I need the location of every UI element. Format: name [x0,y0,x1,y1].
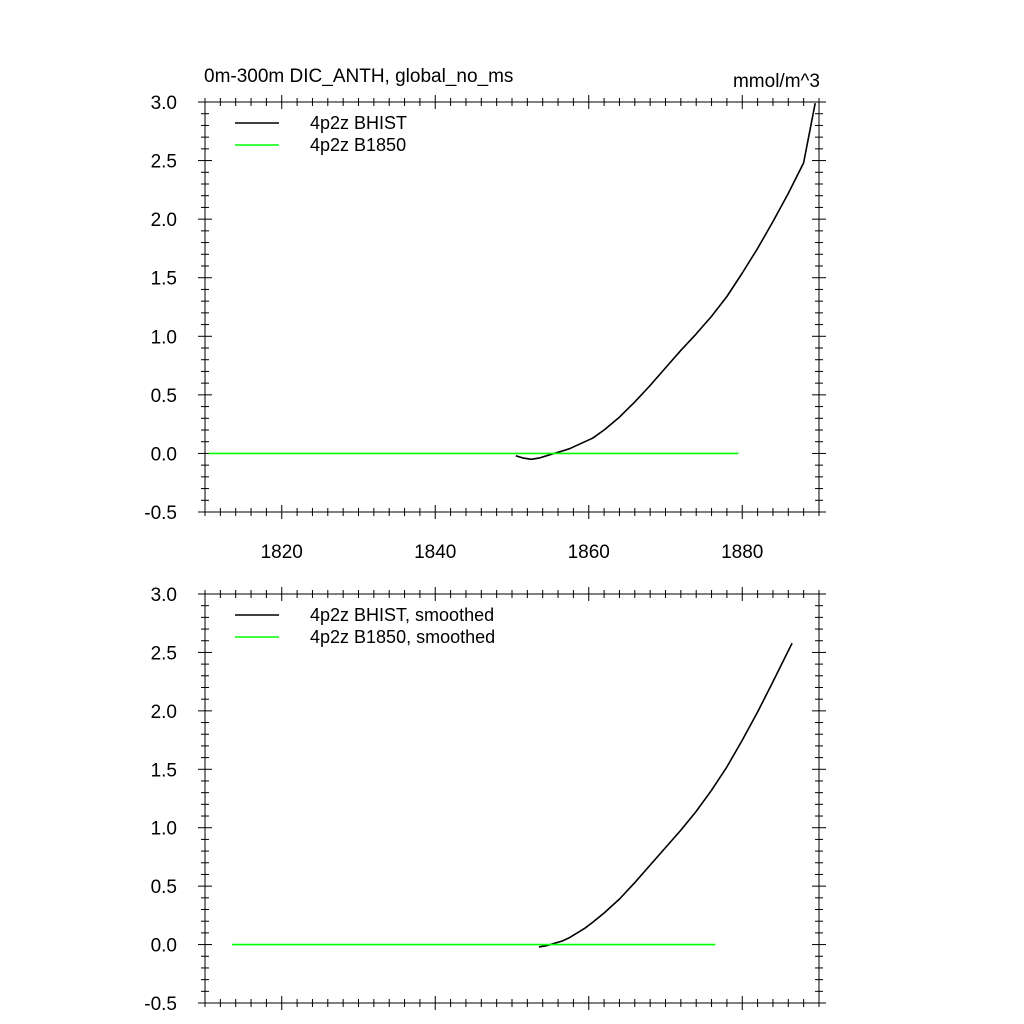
chart-title: 0m-300m DIC_ANTH, global_no_ms [204,66,513,87]
y-tick-label: 2.5 [151,152,177,173]
x-tick-label: 1840 [414,542,456,563]
y-tick-label: -0.5 [144,503,177,524]
y-tick-label: -0.5 [144,994,177,1015]
y-tick-label: 3.0 [151,585,177,606]
series-line-bhist [538,642,793,948]
y-tick-label: 1.5 [151,269,177,290]
legend-label: 4p2z BHIST [310,113,407,133]
y-tick-label: 2.0 [151,702,177,723]
top-panel: -0.5 0.0 0.5 1.0 1.5 2.0 2.5 3.0 1820 1840 1860 188… [144,93,826,563]
y-tick-label: 0.0 [151,936,177,957]
y-tick-label: 1.0 [151,327,177,348]
y-tick-label: 0.5 [151,877,177,898]
y-tick-label: 2.0 [151,210,177,231]
y-tick-label: 1.5 [151,760,177,781]
plot-frame [204,593,820,1004]
y-tick-label: 1.0 [151,819,177,840]
legend-label: 4p2z BHIST, smoothed [310,605,494,625]
y-tick-label: 0.0 [151,444,177,465]
x-tick-label: 1860 [568,542,610,563]
y-tick-label: 2.5 [151,643,177,664]
plot-frame [204,101,820,513]
units-label: mmol/m^3 [733,71,820,92]
y-tick-label: 3.0 [151,93,177,114]
legend-label: 4p2z B1850 [310,135,406,155]
series-line-bhist [515,103,816,461]
y-tick-label: 0.5 [151,386,177,407]
legend-label: 4p2z B1850, smoothed [310,627,495,647]
x-tick-label: 1880 [721,542,763,563]
bottom-panel: -0.5 0.0 0.5 1.0 1.5 2.0 2.5 3.0 4p2z BHIST, smo… [144,585,826,1015]
x-tick-label: 1820 [261,542,303,563]
